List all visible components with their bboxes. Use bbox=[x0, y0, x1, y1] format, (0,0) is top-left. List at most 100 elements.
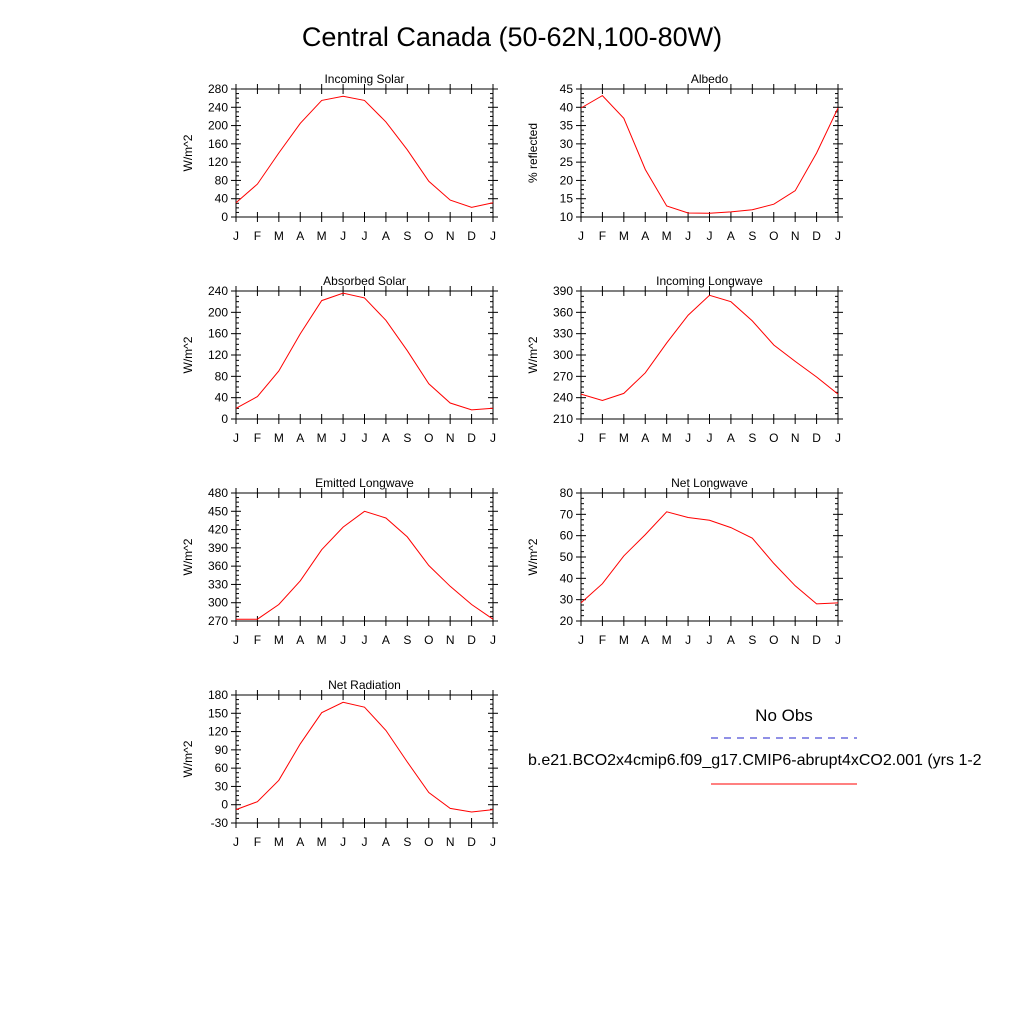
panel-title: Incoming Solar bbox=[324, 72, 404, 86]
x-tick-label: A bbox=[296, 431, 304, 445]
y-axis-label: W/m^2 bbox=[181, 134, 195, 171]
x-tick-label: N bbox=[791, 633, 800, 647]
y-tick-label: 240 bbox=[553, 391, 573, 405]
panel-title: Emitted Longwave bbox=[315, 476, 414, 490]
x-tick-label: S bbox=[403, 835, 411, 849]
x-tick-label: S bbox=[748, 229, 756, 243]
legend-model-label: b.e21.BCO2x4cmip6.f09_g17.CMIP6-abrupt4x… bbox=[528, 752, 982, 769]
y-tick-label: 40 bbox=[215, 192, 229, 206]
x-tick-label: S bbox=[403, 229, 411, 243]
x-tick-label: M bbox=[274, 431, 284, 445]
y-tick-label: 20 bbox=[560, 614, 574, 628]
x-tick-label: J bbox=[233, 633, 239, 647]
x-tick-label: F bbox=[254, 835, 261, 849]
y-tick-label: 30 bbox=[560, 137, 574, 151]
y-tick-label: 160 bbox=[208, 327, 228, 341]
y-tick-label: 280 bbox=[208, 82, 228, 96]
x-tick-label: O bbox=[769, 431, 778, 445]
x-tick-label: J bbox=[362, 229, 368, 243]
x-tick-label: M bbox=[317, 633, 327, 647]
y-tick-label: 35 bbox=[560, 119, 574, 133]
x-tick-label: J bbox=[340, 633, 346, 647]
x-tick-label: J bbox=[578, 633, 584, 647]
x-tick-label: M bbox=[274, 835, 284, 849]
x-tick-label: M bbox=[317, 229, 327, 243]
y-tick-label: 80 bbox=[215, 369, 229, 383]
y-tick-label: 0 bbox=[221, 412, 228, 426]
y-axis-label: % reflected bbox=[526, 123, 540, 183]
plot-frame bbox=[235, 492, 494, 622]
y-tick-label: 300 bbox=[553, 348, 573, 362]
x-tick-label: J bbox=[707, 633, 713, 647]
y-tick-label: 25 bbox=[560, 155, 574, 169]
x-tick-label: J bbox=[340, 431, 346, 445]
x-tick-label: O bbox=[424, 633, 433, 647]
y-tick-label: 420 bbox=[208, 523, 228, 537]
x-tick-label: J bbox=[362, 431, 368, 445]
x-tick-label: A bbox=[382, 229, 390, 243]
y-tick-label: 480 bbox=[208, 486, 228, 500]
x-tick-label: A bbox=[641, 633, 649, 647]
x-tick-label: J bbox=[233, 229, 239, 243]
x-tick-label: N bbox=[446, 633, 455, 647]
y-tick-label: 360 bbox=[208, 559, 228, 573]
y-tick-label: 40 bbox=[560, 100, 574, 114]
x-tick-label: F bbox=[254, 431, 261, 445]
y-tick-label: 30 bbox=[560, 593, 574, 607]
x-tick-label: A bbox=[296, 633, 304, 647]
x-tick-label: M bbox=[317, 835, 327, 849]
panel-title: Absorbed Solar bbox=[323, 274, 406, 288]
series-line bbox=[236, 510, 494, 620]
x-tick-label: J bbox=[490, 431, 496, 445]
x-tick-label: D bbox=[812, 633, 821, 647]
panel-1: Incoming Solar W/m^2 0 40 80 120 160 200 240 280 J… bbox=[181, 72, 498, 243]
y-tick-label: 240 bbox=[208, 284, 228, 298]
y-tick-label: 50 bbox=[560, 550, 574, 564]
y-tick-label: 90 bbox=[215, 743, 229, 757]
y-tick-label: 300 bbox=[208, 596, 228, 610]
plot-frame bbox=[580, 88, 839, 218]
x-tick-label: J bbox=[685, 633, 691, 647]
series-line bbox=[580, 511, 839, 605]
y-tick-label: 390 bbox=[553, 284, 573, 298]
x-tick-label: M bbox=[274, 229, 284, 243]
y-tick-label: 200 bbox=[208, 119, 228, 133]
x-tick-label: A bbox=[727, 229, 735, 243]
x-tick-label: A bbox=[641, 431, 649, 445]
y-tick-label: 60 bbox=[560, 529, 574, 543]
x-tick-label: O bbox=[769, 633, 778, 647]
x-tick-label: A bbox=[296, 229, 304, 243]
x-tick-label: D bbox=[467, 431, 476, 445]
y-tick-label: 15 bbox=[560, 192, 574, 206]
x-tick-label: J bbox=[340, 835, 346, 849]
x-tick-label: A bbox=[296, 835, 304, 849]
x-tick-label: J bbox=[578, 229, 584, 243]
x-tick-label: O bbox=[424, 431, 433, 445]
x-tick-label: J bbox=[362, 835, 368, 849]
y-tick-label: 200 bbox=[208, 305, 228, 319]
panel-title: Net Longwave bbox=[671, 476, 748, 490]
y-tick-label: 0 bbox=[221, 798, 228, 812]
x-tick-label: N bbox=[791, 431, 800, 445]
y-tick-label: 270 bbox=[553, 369, 573, 383]
x-tick-label: F bbox=[599, 229, 606, 243]
x-tick-label: J bbox=[685, 229, 691, 243]
y-tick-label: 80 bbox=[560, 486, 574, 500]
x-tick-label: S bbox=[748, 431, 756, 445]
y-tick-label: 80 bbox=[215, 173, 229, 187]
x-tick-label: A bbox=[382, 835, 390, 849]
x-tick-label: J bbox=[362, 633, 368, 647]
x-tick-label: J bbox=[685, 431, 691, 445]
plot-frame bbox=[235, 88, 494, 218]
x-tick-label: N bbox=[791, 229, 800, 243]
y-tick-label: 390 bbox=[208, 541, 228, 555]
x-tick-label: D bbox=[467, 229, 476, 243]
x-tick-label: M bbox=[662, 633, 672, 647]
x-tick-label: S bbox=[403, 431, 411, 445]
x-tick-label: S bbox=[748, 633, 756, 647]
x-tick-label: F bbox=[254, 633, 261, 647]
y-tick-label: 330 bbox=[553, 327, 573, 341]
